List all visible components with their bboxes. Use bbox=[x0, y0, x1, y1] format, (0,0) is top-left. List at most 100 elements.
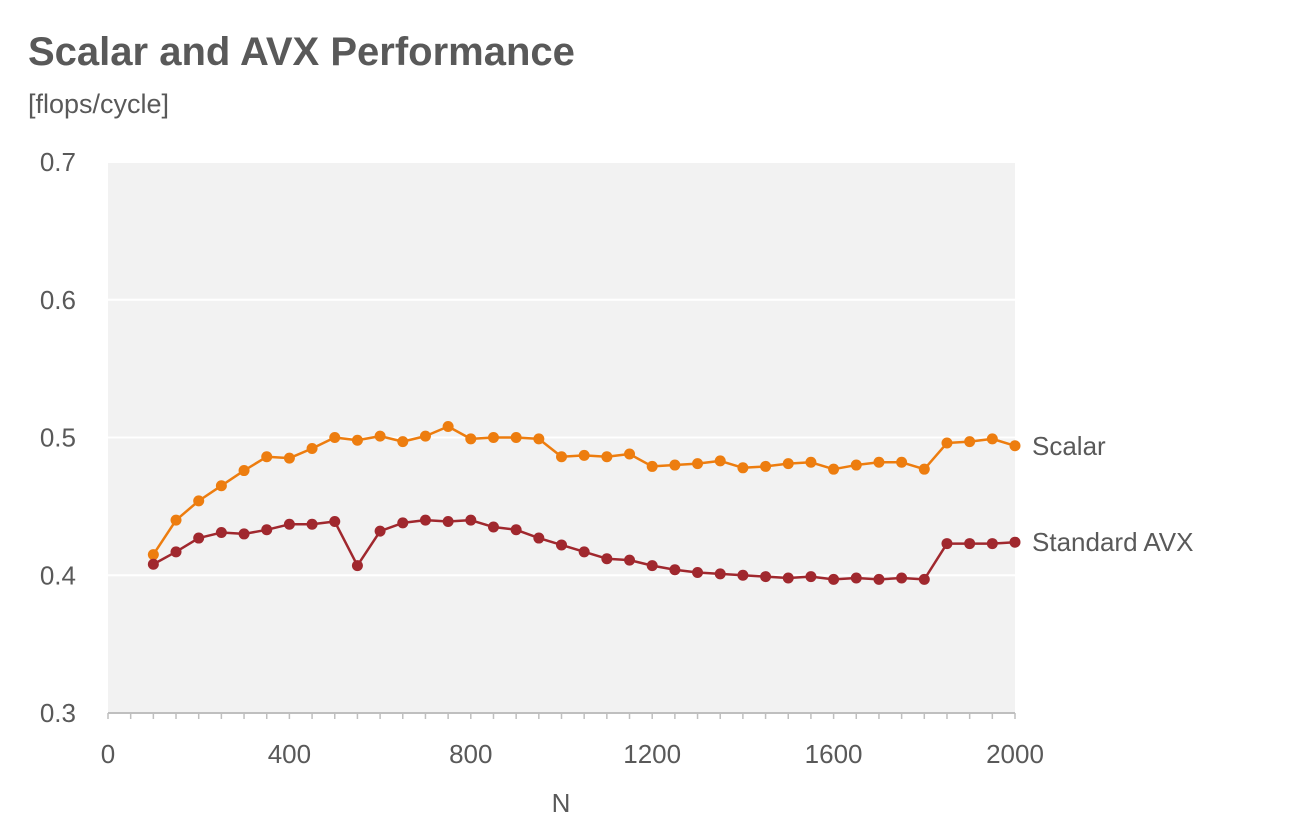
data-point bbox=[805, 456, 817, 468]
data-point bbox=[601, 553, 613, 565]
data-point bbox=[646, 460, 658, 472]
data-point bbox=[601, 451, 613, 463]
data-point bbox=[193, 532, 205, 544]
y-tick-label: 0.7 bbox=[40, 147, 76, 177]
chart-subtitle: [flops/cycle] bbox=[28, 89, 170, 119]
data-point bbox=[782, 572, 794, 584]
data-point bbox=[669, 459, 681, 471]
series-0: Scalar bbox=[147, 420, 1106, 561]
data-point bbox=[578, 546, 590, 558]
data-point bbox=[283, 452, 295, 464]
data-point bbox=[986, 538, 998, 550]
data-point bbox=[374, 430, 386, 442]
data-point bbox=[510, 524, 522, 536]
data-point bbox=[533, 532, 545, 544]
data-point bbox=[351, 560, 363, 572]
data-point bbox=[624, 554, 636, 566]
x-tick-labels: 0 400 800 1200 1600 2000 bbox=[101, 739, 1044, 769]
data-point bbox=[760, 460, 772, 472]
data-point bbox=[986, 433, 998, 445]
data-point bbox=[442, 420, 454, 432]
data-point bbox=[964, 538, 976, 550]
data-point bbox=[646, 560, 658, 572]
data-point bbox=[487, 521, 499, 533]
x-tick-label: 1200 bbox=[623, 739, 681, 769]
data-point bbox=[556, 451, 567, 463]
data-point bbox=[896, 572, 908, 584]
data-point bbox=[442, 516, 454, 528]
data-point bbox=[374, 525, 386, 537]
x-tick-label: 400 bbox=[268, 739, 311, 769]
data-point bbox=[306, 443, 318, 455]
y-tick-label: 0.5 bbox=[40, 423, 76, 453]
x-tick-label: 1600 bbox=[805, 739, 863, 769]
data-point bbox=[215, 527, 227, 539]
data-point bbox=[465, 433, 477, 445]
data-point bbox=[170, 514, 182, 526]
series-label: Scalar bbox=[1032, 431, 1106, 461]
data-point bbox=[714, 568, 726, 580]
data-point bbox=[805, 571, 817, 583]
y-tick-label: 0.3 bbox=[40, 698, 76, 728]
data-point bbox=[692, 566, 704, 578]
x-tick-label: 0 bbox=[101, 739, 115, 769]
series-1: Standard AVX bbox=[147, 514, 1193, 585]
data-point bbox=[714, 455, 726, 467]
y-tick-label: 0.6 bbox=[40, 285, 76, 315]
data-point bbox=[215, 480, 227, 492]
x-axis-label: N bbox=[552, 788, 571, 818]
data-point bbox=[238, 528, 250, 540]
data-point bbox=[896, 456, 908, 468]
data-point bbox=[782, 458, 794, 470]
data-point bbox=[737, 569, 749, 581]
data-point bbox=[329, 432, 341, 443]
y-tick-label: 0.4 bbox=[40, 560, 76, 590]
series-label: Standard AVX bbox=[1032, 527, 1193, 557]
data-point bbox=[624, 448, 636, 460]
data-point bbox=[669, 564, 681, 576]
data-point bbox=[351, 434, 363, 446]
series-group: Scalar Standard AVX bbox=[147, 420, 1193, 585]
data-point bbox=[533, 433, 545, 445]
data-point bbox=[397, 436, 409, 448]
data-point bbox=[873, 456, 885, 468]
data-point bbox=[419, 430, 431, 442]
data-point bbox=[147, 558, 159, 570]
data-point bbox=[147, 549, 159, 561]
data-point bbox=[556, 539, 567, 551]
data-point bbox=[487, 432, 499, 443]
data-point bbox=[1009, 440, 1021, 452]
data-point bbox=[828, 573, 840, 585]
data-point bbox=[397, 517, 409, 529]
x-tick-label: 800 bbox=[449, 739, 492, 769]
data-point bbox=[238, 465, 250, 477]
data-point bbox=[261, 451, 273, 463]
chart-title: Scalar and AVX Performance bbox=[28, 30, 575, 74]
data-point bbox=[918, 573, 930, 585]
data-point bbox=[737, 462, 749, 474]
x-axis bbox=[107, 712, 1016, 719]
x-tick-label: 2000 bbox=[986, 739, 1044, 769]
data-point bbox=[918, 463, 930, 475]
gridlines bbox=[108, 161, 1015, 577]
data-point bbox=[419, 514, 431, 526]
data-point bbox=[1009, 536, 1021, 548]
data-point bbox=[193, 495, 205, 507]
data-point bbox=[760, 571, 772, 583]
data-point bbox=[465, 514, 477, 526]
data-point bbox=[306, 518, 318, 530]
data-point bbox=[578, 449, 590, 461]
data-point bbox=[329, 516, 341, 528]
data-point bbox=[283, 518, 295, 530]
data-point bbox=[850, 459, 862, 471]
data-point bbox=[964, 436, 976, 448]
data-point bbox=[850, 572, 862, 584]
data-point bbox=[692, 458, 704, 470]
y-axis: 0.3 0.4 0.5 0.6 0.7 bbox=[40, 147, 76, 728]
data-point bbox=[261, 524, 273, 536]
data-point bbox=[941, 538, 953, 550]
data-point bbox=[170, 546, 182, 558]
data-point bbox=[873, 573, 885, 585]
data-point bbox=[510, 432, 522, 443]
